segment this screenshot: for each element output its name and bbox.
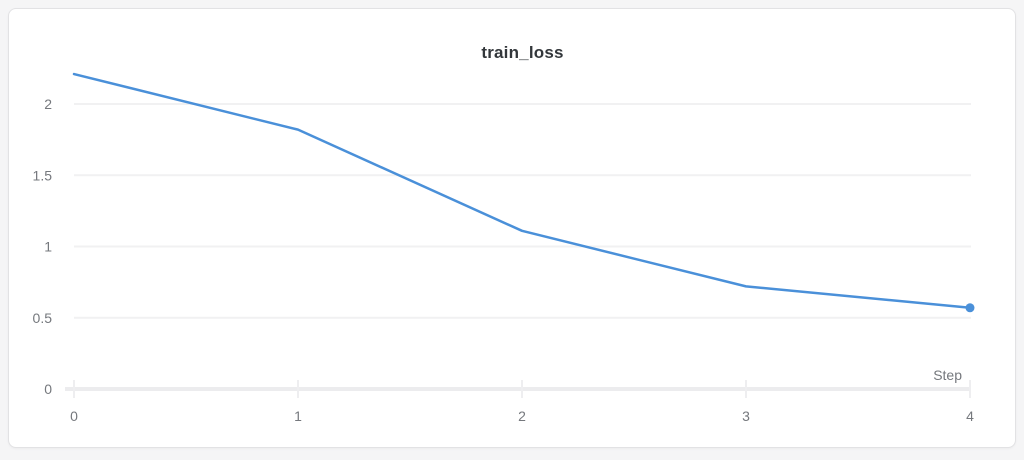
- x-tick-label: 0: [70, 408, 78, 424]
- train-loss-line[interactable]: [72, 72, 972, 310]
- x-axis-title: Step: [933, 367, 962, 383]
- train-loss-panel[interactable]: train_loss 0 1 2 3 4 0 0.5 1 1.5 2 Step: [8, 8, 1016, 448]
- loss-chart-plot-area[interactable]: 0 1 2 3 4 0 0.5 1 1.5 2: [9, 9, 1015, 447]
- y-tick-label: 2: [44, 96, 52, 112]
- chart-title: train_loss: [481, 43, 564, 62]
- y-tick-label: 0.5: [33, 310, 53, 326]
- x-tick-label: 1: [294, 408, 302, 424]
- last-point-marker[interactable]: [965, 303, 975, 313]
- x-tick-label: 3: [742, 408, 750, 424]
- y-tick-label: 1: [44, 239, 52, 255]
- y-tick-label: 0: [44, 381, 52, 397]
- y-tick-label: 1.5: [33, 167, 53, 183]
- x-tick-label: 2: [518, 408, 526, 424]
- x-tick-label: 4: [966, 408, 974, 424]
